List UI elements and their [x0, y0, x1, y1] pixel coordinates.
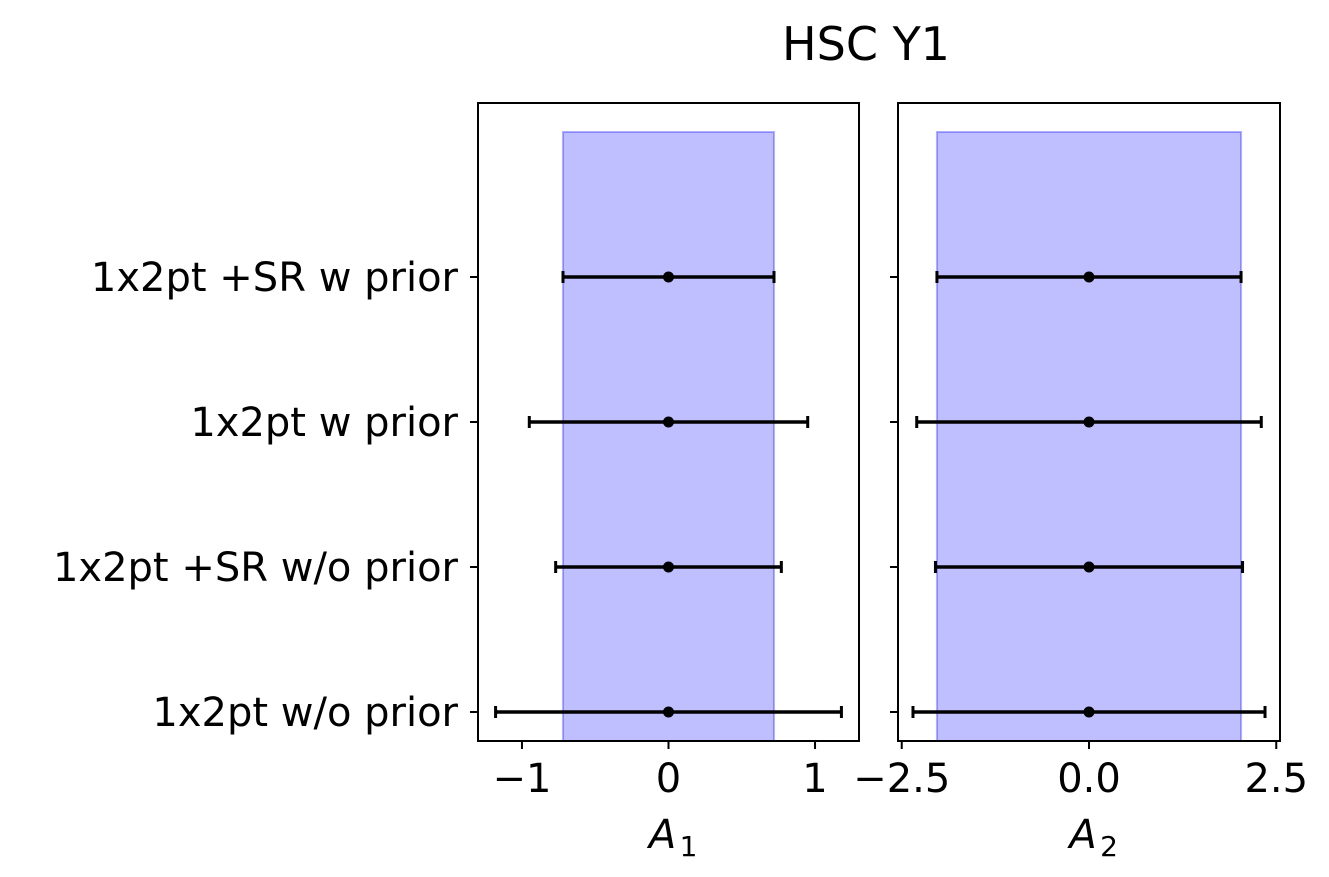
data-point	[663, 271, 674, 283]
panels: 1x2pt +SR w prior 1x2pt w prior 1x2pt +SR …	[53, 102, 1308, 863]
x-axis-label: A	[646, 812, 676, 858]
chart-title: HSC Y1	[782, 17, 950, 71]
y-tick-label: 1x2pt +SR w/o prior	[53, 545, 459, 591]
y-tick-label: 1x2pt w/o prior	[152, 690, 458, 736]
prior-band	[935, 131, 1243, 742]
panel-2: −2.5 0.0 2.5 A 2	[853, 102, 1308, 863]
data-point	[1083, 271, 1095, 283]
x-tick-label: 2.5	[1244, 756, 1308, 802]
data-point	[663, 416, 674, 428]
y-tick-label: 1x2pt w prior	[190, 400, 458, 446]
data-point	[663, 561, 674, 573]
x-tick-label: −1	[492, 756, 551, 802]
x-tick-label: −2.5	[853, 756, 950, 802]
x-axis-label-subscript: 1	[680, 830, 698, 863]
data-point	[1083, 561, 1095, 573]
data-point	[663, 706, 674, 718]
x-tick-label: 1	[802, 756, 827, 802]
panel-1: −1 0 1A 1	[470, 102, 860, 863]
y-tick-label: 1x2pt +SR w prior	[91, 255, 459, 301]
data-point	[1083, 706, 1095, 718]
x-tick-label: 0.0	[1057, 756, 1121, 802]
x-axis-label: A	[1066, 812, 1096, 858]
prior-band	[561, 131, 776, 742]
data-point	[1083, 416, 1095, 428]
x-axis-label-subscript: 2	[1100, 830, 1118, 863]
x-tick-label: 0	[656, 756, 681, 802]
